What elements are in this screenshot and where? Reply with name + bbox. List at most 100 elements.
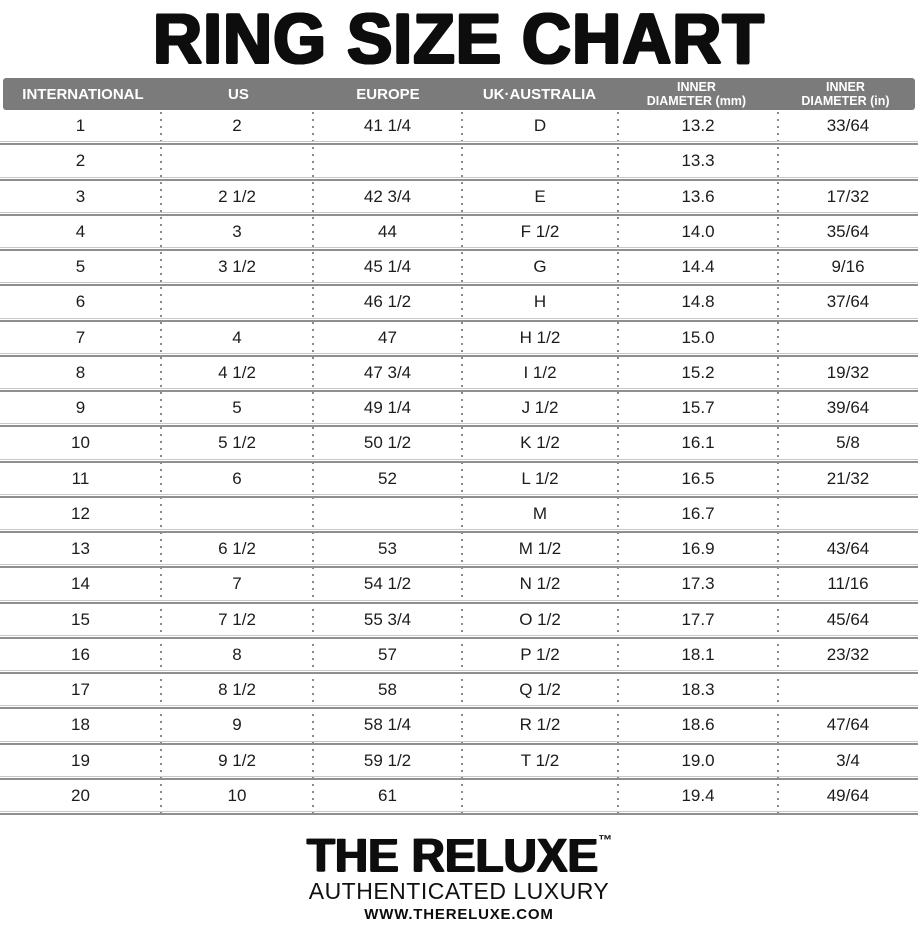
table-row: 6 46 1/2 H 14.8 37/64 — [0, 286, 918, 322]
cell-us: 10 — [227, 785, 247, 805]
cell-us — [161, 514, 313, 517]
cell-europe: 55 3/4 — [363, 609, 412, 629]
cell-international: 1 — [75, 116, 86, 136]
cell-international: 5 — [75, 257, 86, 277]
cell-europe — [313, 514, 462, 517]
table-row: 3 2 1/2 42 3/4 E 13.6 17/32 — [0, 181, 918, 217]
cell-uk-australia: H 1/2 — [519, 327, 561, 347]
cell-uk-australia: J 1/2 — [521, 398, 559, 418]
cell-uk-australia: Q 1/2 — [519, 680, 561, 700]
cell-international: 16 — [71, 644, 90, 664]
cell-inner-diameter-mm: 19.0 — [681, 750, 715, 770]
table-row: 7 4 47 H 1/2 15.0 — [0, 322, 918, 358]
cell-inner-diameter-in — [778, 161, 918, 164]
cell-europe: 47 3/4 — [363, 362, 412, 382]
cell-us — [161, 161, 313, 164]
cell-inner-diameter-mm: 15.2 — [681, 362, 715, 382]
cell-international: 9 — [75, 398, 86, 418]
footer-section: THE RELUXE™ AUTHENTICATED LUXURY WWW.THE… — [0, 815, 918, 925]
table-row: 14 7 54 1/2 N 1/2 17.3 11/16 — [0, 568, 918, 604]
cell-europe: 42 3/4 — [363, 186, 412, 206]
cell-us: 3 — [232, 221, 242, 241]
brand-logo: THE RELUXE™ — [307, 816, 612, 879]
cell-europe: 50 1/2 — [363, 433, 412, 453]
cell-inner-diameter-mm: 14.0 — [681, 221, 715, 241]
cell-international: 12 — [71, 503, 90, 523]
cell-europe: 57 — [378, 644, 397, 664]
table-header: INTERNATIONAL US EUROPE UK·AUSTRALIA INN… — [3, 78, 915, 110]
cell-uk-australia: G — [533, 257, 547, 277]
brand-text: THE RELUXE — [306, 828, 599, 882]
table-row: 4 3 44 F 1/2 14.0 35/64 — [0, 216, 918, 252]
cell-us: 8 1/2 — [218, 680, 256, 700]
cell-europe: 53 — [378, 539, 397, 559]
cell-international: 17 — [71, 680, 90, 700]
cell-inner-diameter-in: 23/32 — [826, 644, 870, 664]
cell-us: 6 1/2 — [218, 539, 256, 559]
cell-inner-diameter-in: 21/32 — [826, 468, 870, 488]
cell-inner-diameter-in: 35/64 — [826, 221, 870, 241]
cell-us: 9 1/2 — [218, 750, 256, 770]
cell-uk-australia: T 1/2 — [520, 750, 560, 770]
cell-inner-diameter-mm: 13.3 — [681, 151, 715, 171]
table-row: 9 5 49 1/4 J 1/2 15.7 39/64 — [0, 392, 918, 428]
cell-uk-australia: N 1/2 — [519, 574, 561, 594]
cell-inner-diameter-mm: 14.4 — [681, 257, 715, 277]
cell-international: 2 — [75, 151, 86, 171]
cell-inner-diameter-in: 49/64 — [826, 785, 870, 805]
cell-us: 2 — [232, 116, 242, 136]
cell-uk-australia: E — [534, 186, 546, 206]
cell-inner-diameter-mm: 18.1 — [681, 644, 715, 664]
tagline: AUTHENTICATED LUXURY — [308, 878, 610, 904]
cell-inner-diameter-mm: 19.4 — [681, 785, 715, 805]
cell-inner-diameter-in — [778, 338, 918, 341]
cell-uk-australia: L 1/2 — [521, 468, 559, 488]
cell-international: 18 — [71, 715, 90, 735]
cell-us: 7 — [232, 574, 242, 594]
cell-us: 4 1/2 — [218, 362, 256, 382]
cell-international: 3 — [75, 186, 86, 206]
cell-inner-diameter-mm: 13.2 — [681, 116, 715, 136]
cell-international: 8 — [75, 362, 86, 382]
cell-us: 2 1/2 — [218, 186, 256, 206]
table-row: 12 M 16.7 — [0, 498, 918, 534]
table-row: 11 6 52 L 1/2 16.5 21/32 — [0, 463, 918, 499]
cell-europe: 44 — [378, 221, 397, 241]
cell-inner-diameter-in: 9/16 — [831, 257, 865, 277]
cell-uk-australia: H — [533, 292, 547, 312]
cell-europe — [313, 161, 462, 164]
header-cell-europe: EUROPE — [356, 85, 420, 103]
header-cell-inner-diameter-mm: INNER DIAMETER (mm) — [646, 79, 747, 108]
table-body: 1 2 41 1/4 D 13.2 33/64 2 13.3 3 2 1/2 4… — [0, 110, 918, 818]
cell-inner-diameter-mm: 16.1 — [681, 433, 715, 453]
cell-international: 10 — [71, 433, 90, 453]
cell-inner-diameter-in: 5/8 — [836, 433, 860, 453]
table-row: 10 5 1/2 50 1/2 K 1/2 16.1 5/8 — [0, 427, 918, 463]
cell-europe: 61 — [378, 785, 397, 805]
cell-us: 3 1/2 — [218, 257, 256, 277]
table-row: 18 9 58 1/4 R 1/2 18.6 47/64 — [0, 709, 918, 745]
cell-us: 9 — [232, 715, 242, 735]
cell-inner-diameter-mm: 16.7 — [681, 503, 715, 523]
cell-inner-diameter-in: 17/32 — [826, 186, 870, 206]
cell-inner-diameter-in: 37/64 — [826, 292, 870, 312]
cell-europe: 52 — [378, 468, 397, 488]
cell-uk-australia: F 1/2 — [520, 221, 560, 241]
cell-inner-diameter-in: 43/64 — [826, 539, 870, 559]
cell-inner-diameter-mm: 18.6 — [681, 715, 715, 735]
cell-europe: 58 1/4 — [363, 715, 412, 735]
cell-international: 7 — [75, 327, 86, 347]
website-url: WWW.THERELUXE.COM — [364, 906, 554, 923]
cell-international: 13 — [71, 539, 90, 559]
cell-europe: 41 1/4 — [363, 116, 412, 136]
cell-international: 14 — [71, 574, 90, 594]
cell-international: 11 — [71, 468, 90, 488]
trademark-symbol: ™ — [598, 831, 612, 849]
cell-uk-australia: M — [532, 503, 548, 523]
header-cell-international: INTERNATIONAL — [22, 85, 144, 103]
cell-inner-diameter-in — [778, 514, 918, 517]
cell-us: 4 — [232, 327, 242, 347]
cell-inner-diameter-mm: 16.9 — [681, 539, 715, 559]
cell-uk-australia: M 1/2 — [518, 539, 562, 559]
